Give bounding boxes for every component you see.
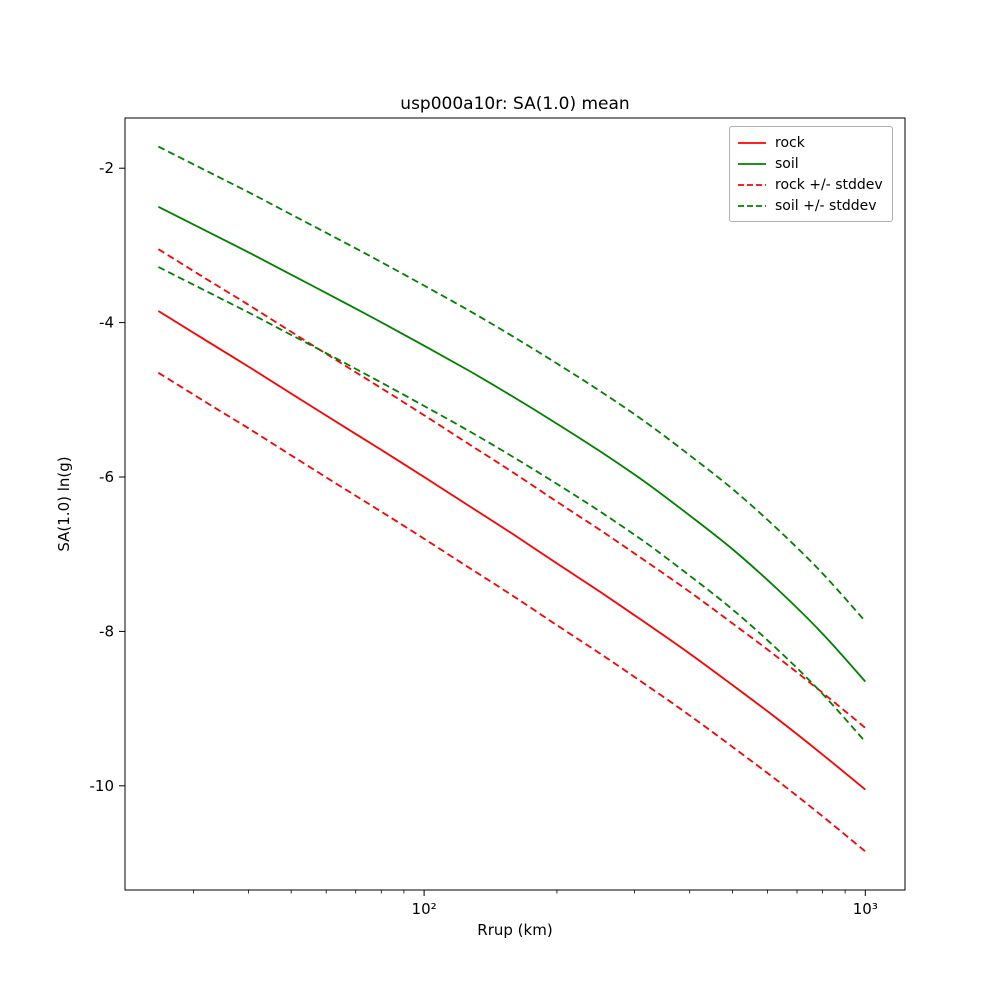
legend: rock soil rock +/- stddev soil +/- stdde… (729, 126, 893, 222)
chart-title: usp000a10r: SA(1.0) mean (400, 94, 630, 114)
y-tick-label: -10 (90, 777, 115, 795)
y-tick-label: -4 (99, 314, 114, 332)
series-line-soil (157, 205, 866, 683)
series-line-rock-stddev-upper (157, 248, 866, 729)
series-line-rock-stddev-lower (157, 372, 866, 853)
legend-item: soil (737, 153, 883, 174)
legend-label: rock +/- stddev (775, 176, 883, 193)
legend-line-sample (738, 141, 766, 144)
y-tick-label: -8 (99, 622, 114, 640)
legend-item: soil +/- stddev (737, 195, 883, 216)
plot-border (124, 117, 906, 891)
x-axis-label: Rrup (km) (477, 921, 553, 939)
legend-item: rock (737, 132, 883, 153)
legend-label: rock (775, 134, 805, 151)
legend-item: rock +/- stddev (737, 174, 883, 195)
series-line-soil-stddev-upper (157, 145, 866, 622)
y-tick-label: -6 (99, 468, 114, 486)
legend-line-sample (738, 204, 766, 207)
y-tick-label: -2 (99, 159, 114, 177)
x-tick-label: 10² (412, 900, 437, 918)
legend-line-sample (738, 162, 766, 165)
legend-line-sample (738, 183, 766, 186)
series-line-rock (157, 310, 866, 791)
series-line-soil-stddev-lower (157, 266, 866, 743)
x-tick-label: 10³ (853, 900, 878, 918)
legend-label: soil +/- stddev (775, 197, 877, 214)
legend-label: soil (775, 155, 799, 172)
